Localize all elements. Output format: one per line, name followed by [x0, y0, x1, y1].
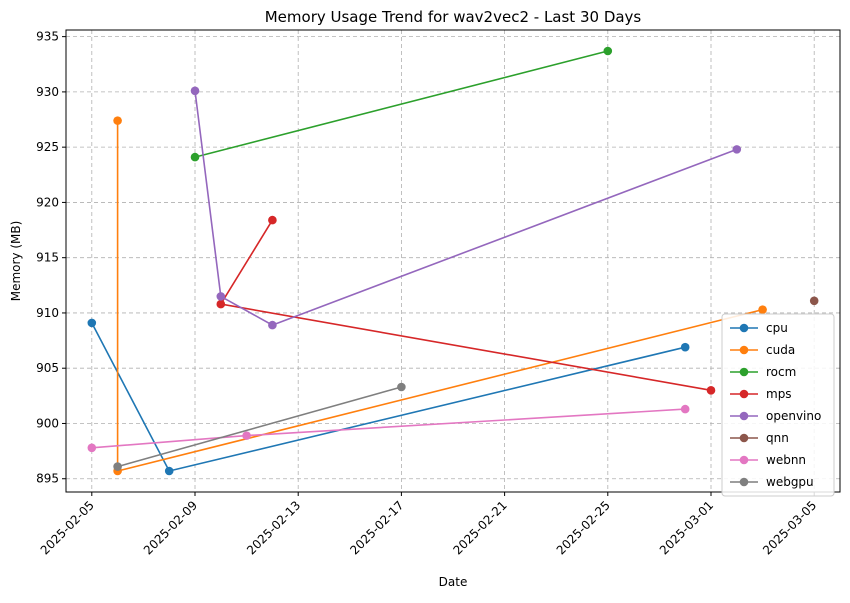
data-point-mps	[268, 215, 277, 225]
data-point-openvino	[190, 86, 200, 96]
legend-item-webnn: webnn	[730, 453, 806, 467]
data-point-mps	[706, 386, 716, 395]
series-webnn	[87, 404, 690, 453]
legend-item-webgpu: webgpu	[730, 475, 814, 489]
series-line-webgpu	[117, 386, 402, 468]
data-point-cpu	[87, 318, 97, 328]
legend-label: mps	[766, 387, 792, 401]
data-point-openvino	[216, 292, 226, 301]
y-tick-label: 925	[36, 140, 59, 154]
legend-swatch-marker	[739, 323, 749, 333]
series-qnn	[809, 296, 819, 306]
legend-item-rocm: rocm	[730, 365, 796, 379]
data-point-qnn	[809, 296, 819, 306]
series-layer	[87, 46, 819, 476]
series-rocm	[190, 46, 613, 162]
legend-swatch-marker	[739, 411, 749, 421]
data-point-rocm	[190, 152, 200, 162]
data-point-cpu	[680, 342, 690, 352]
legend-item-openvino: openvino	[730, 409, 821, 423]
legend-swatch-marker	[739, 367, 749, 377]
legend-label: openvino	[766, 409, 821, 423]
legend-swatch-marker	[739, 477, 749, 487]
data-point-openvino	[732, 145, 742, 154]
series-webgpu	[113, 382, 406, 471]
legend-label: cuda	[766, 343, 795, 357]
y-tick-label: 920	[36, 195, 59, 209]
y-tick-label: 900	[36, 416, 59, 430]
legend-swatch-marker	[739, 433, 749, 443]
series-line-rocm	[194, 50, 608, 158]
data-point-webnn	[87, 443, 97, 453]
series-openvino	[190, 86, 742, 330]
data-point-rocm	[603, 46, 613, 56]
legend-label: webgpu	[766, 475, 814, 489]
x-axis-title: Date	[439, 575, 468, 589]
data-point-mps	[216, 299, 226, 309]
legend-label: cpu	[766, 321, 788, 335]
plot-frame	[65, 29, 841, 493]
series-line-openvino	[194, 90, 738, 326]
data-point-openvino	[268, 320, 277, 330]
data-point-cuda	[113, 116, 122, 125]
legend-item-mps: mps	[730, 387, 792, 401]
data-point-cpu	[164, 466, 174, 476]
legend-swatch-marker	[739, 345, 749, 355]
legend-label: webnn	[766, 453, 806, 467]
y-axis-title: Memory (MB)	[9, 221, 23, 302]
data-point-webgpu	[397, 382, 406, 392]
legend-label: qnn	[766, 431, 789, 445]
y-tick-label: 895	[36, 472, 59, 486]
y-tick-label: 935	[36, 30, 59, 44]
legend-swatch-marker	[739, 455, 749, 465]
y-tick-label: 915	[36, 251, 59, 265]
legend: cpu cuda rocm mps openvino qnn webnn webgpu	[721, 313, 835, 497]
data-point-webgpu	[113, 462, 122, 471]
data-point-cuda	[758, 305, 767, 314]
legend-item-cpu: cpu	[730, 321, 788, 335]
y-tick-label: 905	[36, 361, 59, 375]
data-point-webnn	[680, 404, 690, 414]
legend-swatch-marker	[739, 389, 749, 399]
legend-box	[721, 313, 835, 497]
chart-title: Memory Usage Trend for wav2vec2 - Last 3…	[265, 8, 642, 26]
legend-item-qnn: qnn	[730, 431, 789, 445]
y-tick-label: 910	[36, 306, 59, 320]
legend-label: rocm	[766, 365, 796, 379]
y-tick-label: 930	[36, 85, 59, 99]
data-point-webnn	[242, 431, 251, 440]
series-mps	[216, 215, 716, 395]
legend-item-cuda: cuda	[730, 343, 795, 357]
